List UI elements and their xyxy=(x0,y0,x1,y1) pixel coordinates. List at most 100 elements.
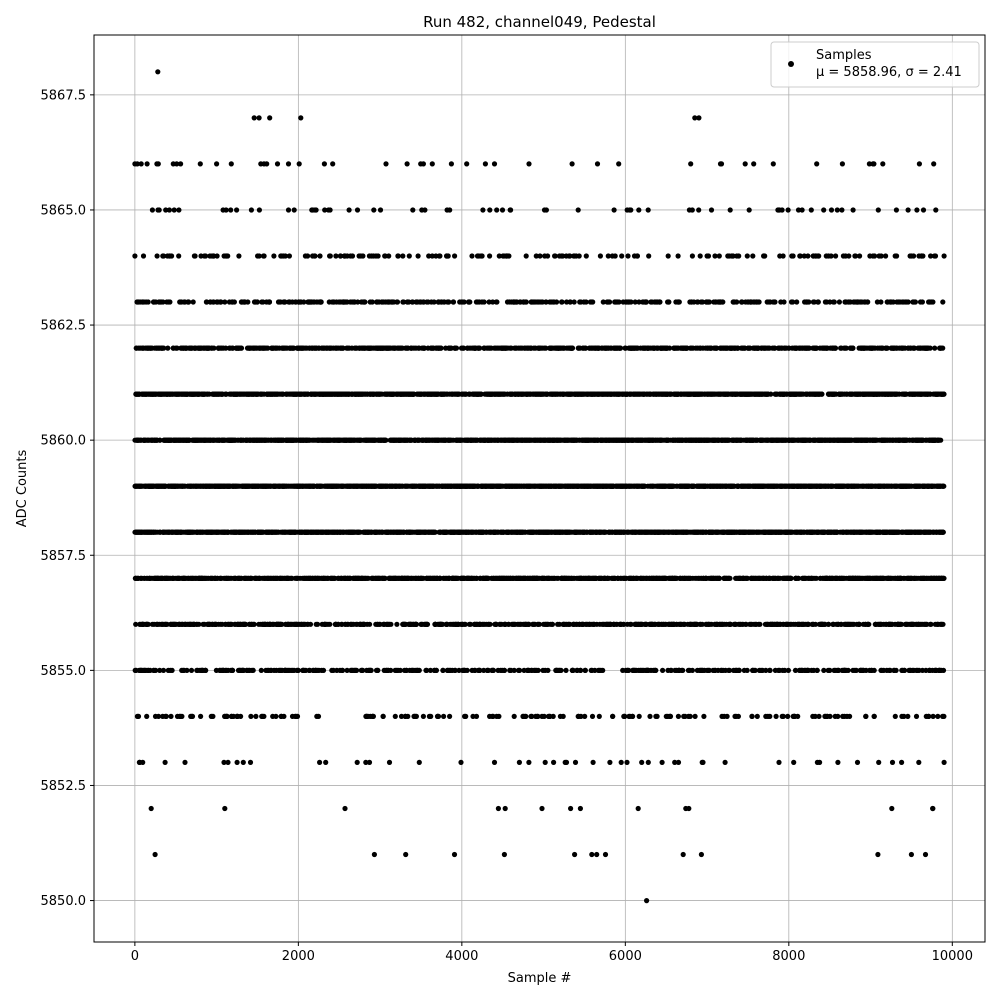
data-point xyxy=(479,253,485,259)
data-point xyxy=(273,713,279,720)
data-point xyxy=(371,207,377,213)
data-point xyxy=(154,253,160,259)
data-point xyxy=(340,667,346,674)
data-point xyxy=(370,713,376,720)
data-point xyxy=(394,299,401,305)
data-point xyxy=(266,299,273,305)
data-point xyxy=(420,713,426,720)
data-point xyxy=(410,207,416,213)
data-point xyxy=(317,253,323,259)
data-point xyxy=(523,299,529,305)
data-point xyxy=(312,253,318,259)
data-point xyxy=(135,713,142,720)
data-point xyxy=(447,713,453,720)
data-point xyxy=(234,759,240,766)
data-point xyxy=(367,621,373,627)
data-point xyxy=(157,437,163,443)
data-point xyxy=(174,345,180,351)
data-point xyxy=(256,207,262,213)
data-point xyxy=(526,161,532,167)
data-point xyxy=(315,713,322,720)
data-point xyxy=(144,713,150,720)
data-point xyxy=(467,299,473,305)
data-point xyxy=(167,299,173,305)
data-point xyxy=(450,299,457,305)
data-point xyxy=(286,253,292,259)
data-point xyxy=(349,253,356,259)
data-point xyxy=(161,345,167,351)
data-point xyxy=(415,253,421,259)
data-point xyxy=(160,299,166,305)
data-point xyxy=(218,299,224,305)
data-point xyxy=(240,759,246,766)
data-point xyxy=(323,759,329,766)
data-point xyxy=(236,253,242,259)
data-point xyxy=(156,207,162,213)
data-point xyxy=(490,667,496,674)
data-point xyxy=(506,253,512,259)
data-point xyxy=(494,207,500,213)
data-point xyxy=(153,667,159,674)
data-point xyxy=(222,299,228,305)
data-point xyxy=(261,253,267,259)
data-point xyxy=(294,713,301,720)
data-point xyxy=(223,207,229,213)
data-point xyxy=(225,759,231,766)
data-point xyxy=(499,207,506,213)
data-point xyxy=(184,667,190,674)
data-point xyxy=(495,805,501,812)
data-point xyxy=(481,299,487,305)
data-point xyxy=(433,667,439,674)
data-point xyxy=(225,253,231,259)
data-point xyxy=(168,713,174,720)
data-point xyxy=(535,667,541,674)
data-point xyxy=(176,253,182,259)
data-point xyxy=(463,713,469,720)
data-point xyxy=(313,207,319,213)
data-point xyxy=(400,253,406,259)
data-point xyxy=(305,253,311,259)
data-point xyxy=(238,713,244,720)
data-point xyxy=(166,207,172,213)
data-point xyxy=(416,667,422,674)
data-point xyxy=(447,207,453,213)
data-point xyxy=(386,253,392,259)
data-point xyxy=(428,713,434,720)
data-point xyxy=(327,207,333,213)
data-point xyxy=(523,713,529,720)
data-point xyxy=(248,207,254,213)
data-point xyxy=(188,667,195,674)
data-point xyxy=(251,621,257,627)
data-point xyxy=(368,667,374,674)
data-point xyxy=(171,207,177,213)
data-point xyxy=(327,253,333,259)
data-point xyxy=(386,759,393,766)
data-point xyxy=(211,345,217,351)
data-point xyxy=(394,621,400,627)
data-point xyxy=(258,667,264,674)
data-point xyxy=(163,207,169,213)
data-point xyxy=(196,621,202,627)
data-point xyxy=(424,621,431,627)
data-point xyxy=(469,253,475,259)
data-point xyxy=(192,253,198,259)
data-point xyxy=(523,253,529,259)
data-point xyxy=(333,253,339,259)
data-point xyxy=(405,713,411,720)
data-point xyxy=(165,345,171,351)
data-point xyxy=(375,253,381,259)
data-point xyxy=(291,207,297,213)
data-point xyxy=(377,207,384,213)
data-point xyxy=(261,713,267,720)
data-point xyxy=(190,299,196,305)
data-point xyxy=(198,713,204,720)
data-point xyxy=(395,253,401,259)
data-point xyxy=(203,667,209,674)
data-point xyxy=(448,161,454,167)
data-point xyxy=(380,713,386,720)
data-point xyxy=(438,345,444,351)
data-point xyxy=(388,621,394,627)
data-point xyxy=(346,207,352,213)
data-point xyxy=(132,253,138,259)
data-point xyxy=(223,345,229,351)
